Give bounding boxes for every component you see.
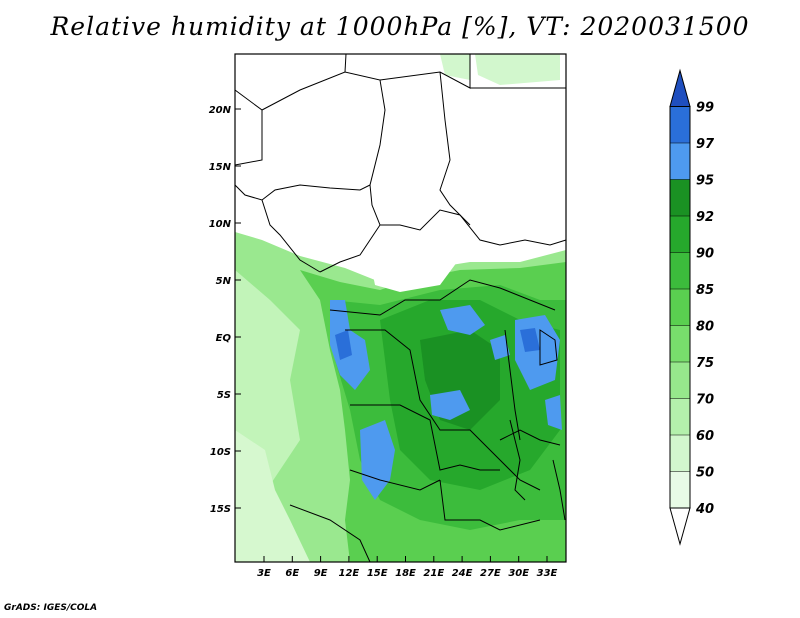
colorbar-label: 92	[696, 210, 714, 225]
latitude-axis: 20N 15N 10N 5N EQ 5S 10S 15S	[209, 105, 241, 515]
lon-label: 27E	[480, 568, 501, 579]
lon-label: 9E	[314, 568, 328, 579]
colorbar-segment	[670, 106, 690, 143]
colorbar-label: 70	[696, 393, 714, 408]
colorbar-label: 80	[696, 320, 714, 335]
colorbar-segment	[670, 179, 690, 216]
colorbar-segment	[670, 289, 690, 326]
lat-label: EQ	[216, 333, 232, 344]
map-title: Relative humidity at 1000hPa [%], VT: 20…	[50, 12, 750, 41]
lat-label: 15N	[209, 162, 232, 173]
lat-label: 10S	[210, 447, 231, 458]
lon-label: 24E	[452, 568, 473, 579]
humidity-field	[235, 54, 566, 562]
lat-label: 20N	[209, 105, 232, 116]
lon-label: 15E	[367, 568, 388, 579]
colorbar-label: 40	[695, 502, 714, 517]
lat-label: 15S	[210, 504, 231, 515]
colorbar-label: 85	[696, 283, 714, 298]
colorbar-segment	[670, 325, 690, 362]
colorbar-label: 99	[696, 101, 714, 116]
colorbar-label: 90	[696, 247, 714, 262]
lon-label: 30E	[508, 568, 529, 579]
colorbar-label: 60	[696, 429, 714, 444]
lon-label: 6E	[285, 568, 299, 579]
lon-label: 18E	[395, 568, 416, 579]
lat-label: 10N	[209, 219, 232, 230]
grads-credit: GrADS: IGES/COLA	[4, 603, 98, 613]
colorbar-label: 75	[696, 356, 714, 371]
colorbar-segment	[670, 471, 690, 508]
lon-label: 12E	[339, 568, 360, 579]
lat-label: 5S	[217, 390, 231, 401]
lon-label: 33E	[537, 568, 558, 579]
colorbar-segment	[670, 362, 690, 399]
colorbar-segment	[669, 507, 691, 546]
colorbar: 40 50 60 70 75 80 85 90 92 95 97 99	[669, 68, 715, 546]
colorbar-segment	[670, 252, 690, 289]
colorbar-label: 95	[696, 174, 714, 189]
map-frame	[234, 53, 567, 563]
colorbar-label: 97	[696, 137, 715, 152]
lon-label: 21E	[423, 568, 444, 579]
lat-label: 5N	[216, 276, 232, 287]
colorbar-segment	[670, 435, 690, 472]
colorbar-segment	[670, 143, 690, 180]
country-borders	[234, 53, 567, 563]
colorbar-label: 50	[696, 466, 714, 481]
colorbar-segment	[670, 398, 690, 435]
colorbar-segment	[670, 216, 690, 253]
longitude-axis: 3E 6E 9E 12E 15E 18E 21E 24E 27E 30E 33E	[257, 556, 558, 579]
colorbar-segment	[669, 68, 691, 107]
lon-label: 3E	[257, 568, 271, 579]
